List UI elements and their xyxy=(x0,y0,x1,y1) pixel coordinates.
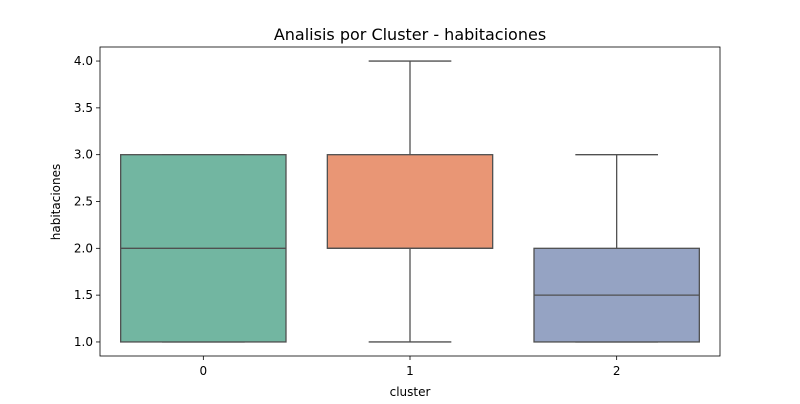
x-tick-label: 2 xyxy=(613,364,621,378)
y-tick-label: 3.5 xyxy=(74,101,93,115)
y-tick-label: 2.0 xyxy=(74,241,93,255)
plot-area xyxy=(120,60,700,343)
y-tick-label: 1.0 xyxy=(74,335,93,349)
box-group-2 xyxy=(533,154,700,343)
box-body xyxy=(326,154,494,249)
x-axis-title: cluster xyxy=(390,385,431,399)
chart-title: Analisis por Cluster - habitaciones xyxy=(274,25,546,44)
box-group-0 xyxy=(120,154,287,343)
y-tick-label: 4.0 xyxy=(74,54,93,68)
y-tick-label: 1.5 xyxy=(74,288,93,302)
box-group-1 xyxy=(326,60,494,343)
y-tick-label: 3.0 xyxy=(74,148,93,162)
y-axis-title: habitaciones xyxy=(49,164,63,240)
x-tick-label: 1 xyxy=(406,364,414,378)
y-tick-label: 2.5 xyxy=(74,195,93,209)
x-tick-label: 0 xyxy=(200,364,208,378)
y-axis: 1.0 1.5 2.0 2.5 3.0 3.5 4.0 xyxy=(74,54,100,349)
x-axis: 0 1 2 xyxy=(200,356,621,378)
